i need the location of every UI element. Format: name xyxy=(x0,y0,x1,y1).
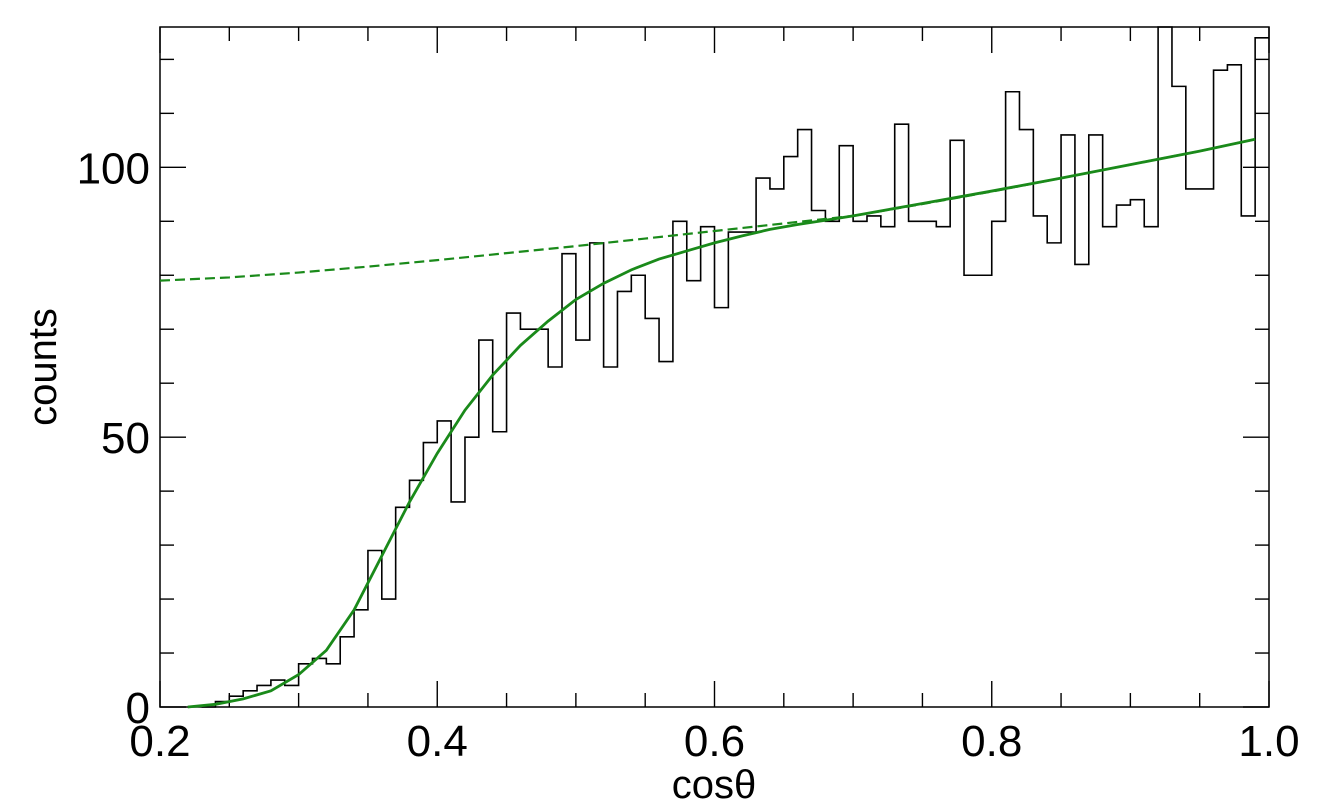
plot-frame xyxy=(159,26,1270,708)
x-tick-label: 0.4 xyxy=(407,717,468,766)
x-tick-label: 1.0 xyxy=(1238,717,1299,766)
x-tick-label: 0.8 xyxy=(961,717,1022,766)
tick-marks xyxy=(159,27,1270,708)
tick-labels: 0.2 0.4 0.6 0.8 1.0 0 50 100 xyxy=(77,144,1300,766)
fit-solid-line xyxy=(187,137,1256,709)
fit-dashed-line xyxy=(159,138,1256,282)
y-tick-label: 0 xyxy=(126,684,150,733)
x-axis-title: cosθ xyxy=(672,763,757,807)
y-tick-label: 50 xyxy=(101,414,150,463)
x-tick-label: 0.2 xyxy=(129,717,190,766)
y-axis-title: counts xyxy=(21,308,65,426)
histogram-series xyxy=(201,26,1269,708)
x-tick-label: 0.6 xyxy=(684,717,745,766)
y-tick-label: 100 xyxy=(77,144,150,193)
